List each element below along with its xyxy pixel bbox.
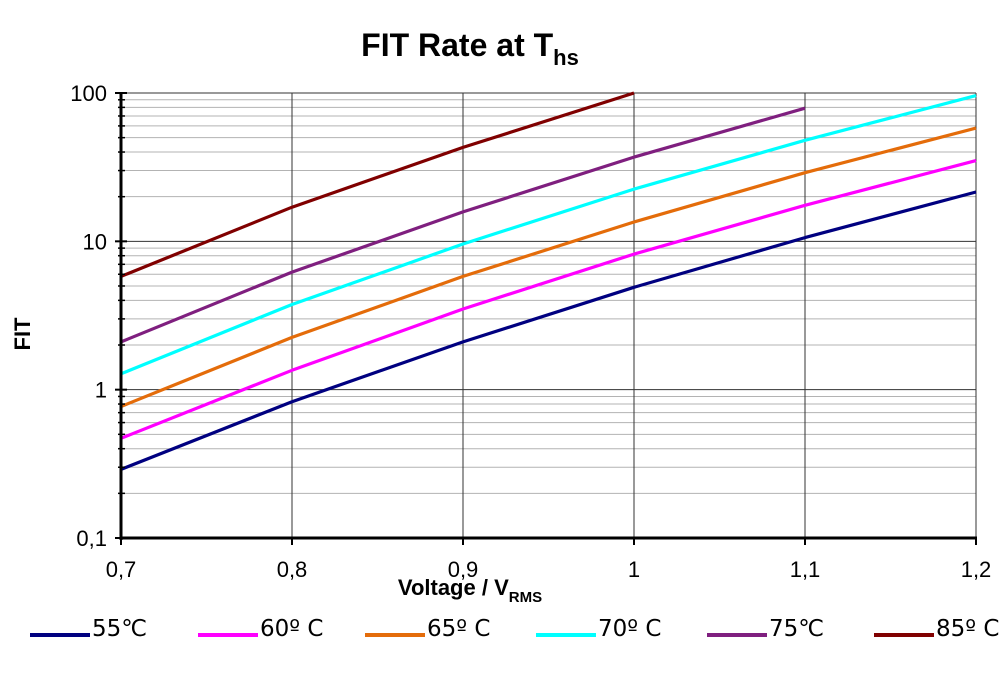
chart-title: FIT Rate at Ths xyxy=(361,27,579,70)
series-lines xyxy=(120,91,977,471)
legend: 55℃ 60º C 65º C 70º C 75℃ 85º C xyxy=(0,606,999,666)
legend-label: 75℃ xyxy=(769,616,825,642)
fit-rate-chart: FIT Rate at Ths 0,7 0,8 0,9 1 1,1 1,2 0,1 1 10 10… xyxy=(10,27,991,606)
tick-labels: 0,7 0,8 0,9 1 1,1 1,2 0,1 1 10 100 xyxy=(70,81,991,582)
series-line-2 xyxy=(120,126,977,408)
series-line-0 xyxy=(120,190,977,471)
y-tick-label: 1 xyxy=(95,378,107,403)
legend-label: 55℃ xyxy=(92,616,148,642)
x-tick-label: 1,2 xyxy=(961,557,992,582)
legend-swatch xyxy=(707,633,767,637)
x-tick-label: 0,9 xyxy=(448,557,479,582)
series-line-3 xyxy=(120,94,977,376)
y-tick-label: 0,1 xyxy=(76,526,107,551)
legend-swatch xyxy=(874,633,934,637)
y-tick-label: 100 xyxy=(70,81,107,106)
series-line-4 xyxy=(120,106,806,344)
x-tick-label: 1 xyxy=(628,557,640,582)
series-line-5 xyxy=(120,91,635,278)
chart-title-main: FIT Rate at T xyxy=(361,27,553,63)
series-line-1 xyxy=(120,159,977,440)
y-tick-label: 10 xyxy=(83,229,107,254)
x-tick-label: 0,8 xyxy=(277,557,308,582)
legend-label: 60º C xyxy=(260,616,324,642)
legend-swatch xyxy=(198,633,258,637)
legend-label: 65º C xyxy=(427,616,491,642)
legend-label: 70º C xyxy=(598,616,662,642)
x-axis-label: Voltage / VRMS xyxy=(398,575,542,606)
legend-swatch xyxy=(30,633,90,637)
x-axis-label-main: Voltage / V xyxy=(398,575,509,600)
x-tick-label: 0,7 xyxy=(106,557,137,582)
axes xyxy=(115,92,977,545)
x-tick-label: 1,1 xyxy=(790,557,821,582)
chart-title-subscript: hs xyxy=(553,45,579,70)
legend-label: 85º C xyxy=(936,616,999,642)
x-axis-label-subscript: RMS xyxy=(509,589,542,606)
legend-swatch xyxy=(536,633,596,637)
y-axis-label: FIT xyxy=(10,317,35,351)
legend-swatch xyxy=(365,633,425,637)
